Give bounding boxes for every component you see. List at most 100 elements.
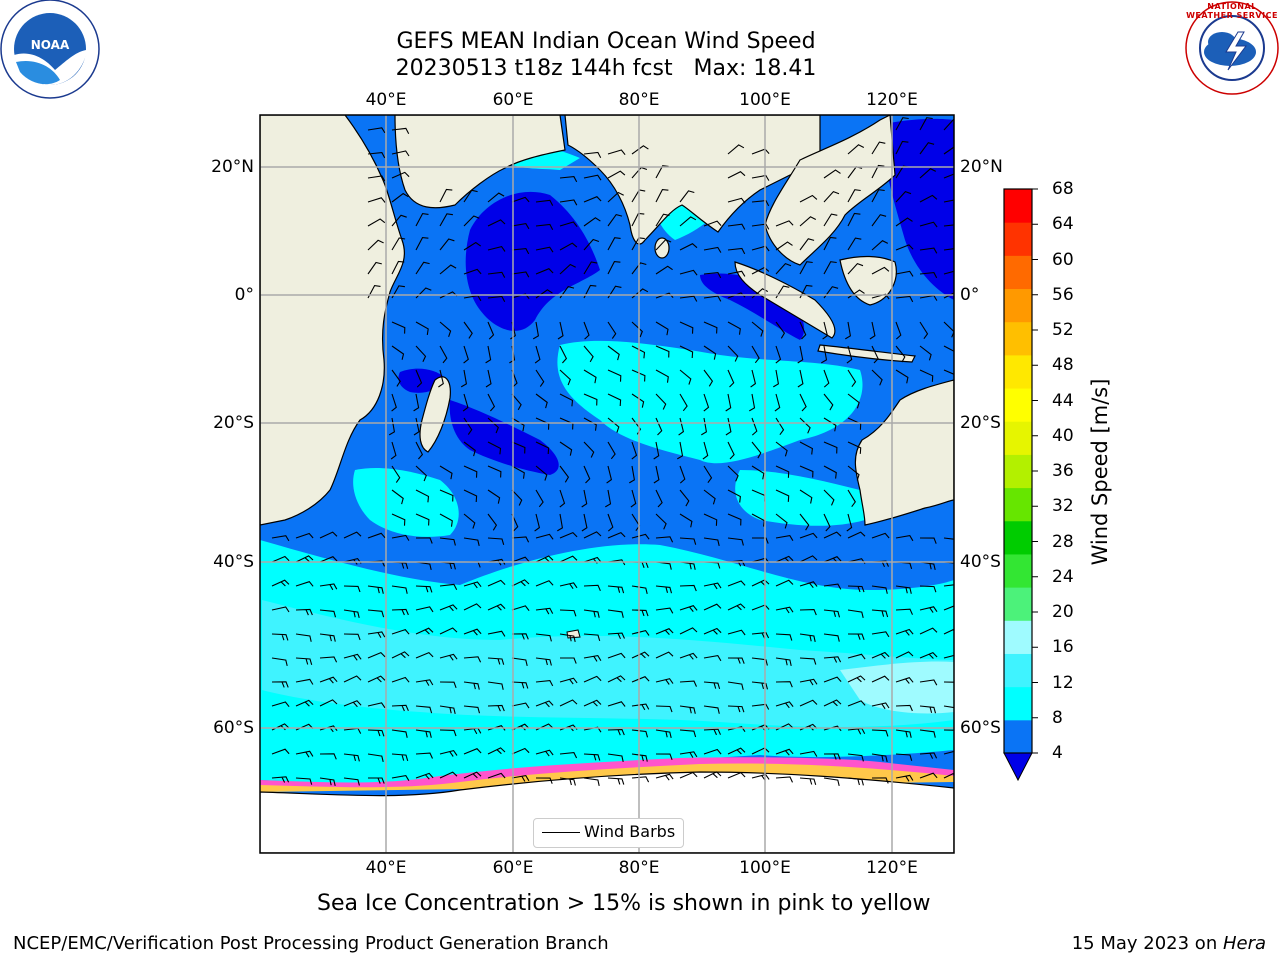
wind-barb xyxy=(607,632,625,640)
wind-barb xyxy=(391,534,410,541)
wind-barb xyxy=(631,393,645,408)
wind-barb xyxy=(775,220,794,227)
lat-tick-right: 20°S xyxy=(960,413,1001,433)
wind-barb xyxy=(871,141,886,155)
wind-barb xyxy=(797,369,804,388)
colorbar-tick-label: 4 xyxy=(1052,743,1063,763)
wind-barb xyxy=(703,771,722,779)
wind-barb xyxy=(391,608,409,616)
wind-barb xyxy=(559,242,578,251)
wind-barb xyxy=(415,513,430,526)
wind-barb xyxy=(559,221,578,228)
wind-barb xyxy=(462,393,469,412)
wind-barb xyxy=(439,681,457,688)
wind-barb xyxy=(415,261,430,275)
wind-barb xyxy=(534,345,541,364)
wind-barb xyxy=(871,240,889,251)
wind-barb xyxy=(799,261,813,275)
wind-barb xyxy=(919,194,938,203)
wind-barb xyxy=(295,532,314,539)
wind-barb xyxy=(799,609,817,616)
wind-barb xyxy=(895,729,912,738)
sea-ice-note: Sea Ice Concentration > 15% is shown in … xyxy=(317,891,931,916)
noaa-logo-text: NOAA xyxy=(30,38,70,52)
wind-barb xyxy=(581,513,588,532)
wind-barb xyxy=(727,292,746,299)
wind-barb xyxy=(871,369,883,386)
wind-barb xyxy=(774,393,781,412)
wind-barb xyxy=(679,513,693,528)
wind-barb xyxy=(559,633,576,643)
wind-barb xyxy=(535,657,552,666)
wind-barb xyxy=(439,729,457,737)
colorbar-segment xyxy=(1004,719,1032,754)
wind-barb xyxy=(919,321,929,340)
wind-barb xyxy=(703,393,710,412)
wind-barb xyxy=(655,321,669,336)
wind-barb xyxy=(511,465,525,479)
wind-barb xyxy=(943,729,954,732)
wind-barb xyxy=(655,393,667,410)
wind-barb xyxy=(295,633,312,642)
lon-tick-top: 80°E xyxy=(618,90,660,110)
wind-barb xyxy=(583,777,600,787)
wind-barb xyxy=(439,238,455,251)
wind-barb xyxy=(343,585,361,593)
australia xyxy=(854,379,954,526)
wind-barb xyxy=(271,555,290,563)
madagascar xyxy=(419,376,451,453)
wind-barb xyxy=(559,489,566,508)
wind-barb xyxy=(367,152,386,159)
wind-barb xyxy=(655,265,673,275)
wind-barb xyxy=(415,321,429,335)
wind-barb xyxy=(679,489,690,507)
wind-barb xyxy=(847,237,862,251)
wind-barb xyxy=(847,753,864,762)
wind-barb xyxy=(727,603,746,611)
wind-barb xyxy=(583,196,602,203)
wind-barb-legend-label: Wind Barbs xyxy=(584,822,676,841)
wind-barb xyxy=(415,465,427,482)
colorbar-tick-label: 68 xyxy=(1052,179,1074,199)
wind-barb xyxy=(367,127,386,134)
wind-barb xyxy=(703,321,718,334)
wind-barb xyxy=(583,441,595,458)
colorbar-tick-label: 36 xyxy=(1052,461,1074,481)
wind-barb xyxy=(487,657,505,665)
wind-barb xyxy=(511,774,530,782)
wind-barb xyxy=(439,653,458,661)
wind-barb xyxy=(823,777,840,787)
wind-barb xyxy=(535,223,554,231)
wind-barb xyxy=(439,345,448,364)
wind-barb xyxy=(511,441,526,454)
wind-barb xyxy=(391,774,410,781)
colorbar-segment xyxy=(1004,288,1032,323)
wind-barb xyxy=(845,321,852,340)
wind-barb xyxy=(343,753,360,762)
wind-barb xyxy=(319,676,338,684)
wind-barb xyxy=(605,489,612,508)
wind-barb xyxy=(679,393,688,412)
colorbar-tick-label: 56 xyxy=(1052,284,1074,305)
wind-barb xyxy=(799,321,807,340)
wind-barb xyxy=(511,293,530,300)
wind-barb xyxy=(607,441,616,460)
wind-barb xyxy=(511,271,530,278)
wind-barb xyxy=(679,627,698,635)
wind-barb xyxy=(367,175,386,182)
wind-barb xyxy=(919,345,932,361)
wind-barb xyxy=(511,747,530,755)
wind-barb xyxy=(535,441,550,455)
wind-barb xyxy=(943,345,954,352)
wind-barb xyxy=(511,196,530,203)
wind-barb xyxy=(415,679,434,686)
wind-barb xyxy=(367,609,385,618)
wind-barb xyxy=(415,651,434,659)
colorbar-label: Wind Speed [m/s] xyxy=(1088,378,1112,566)
wind-barb xyxy=(823,465,837,479)
wind-barb xyxy=(559,752,578,759)
wind-barb xyxy=(823,513,831,532)
wind-barb xyxy=(271,657,288,667)
wind-barb xyxy=(583,609,600,618)
wind-barb xyxy=(415,441,424,460)
